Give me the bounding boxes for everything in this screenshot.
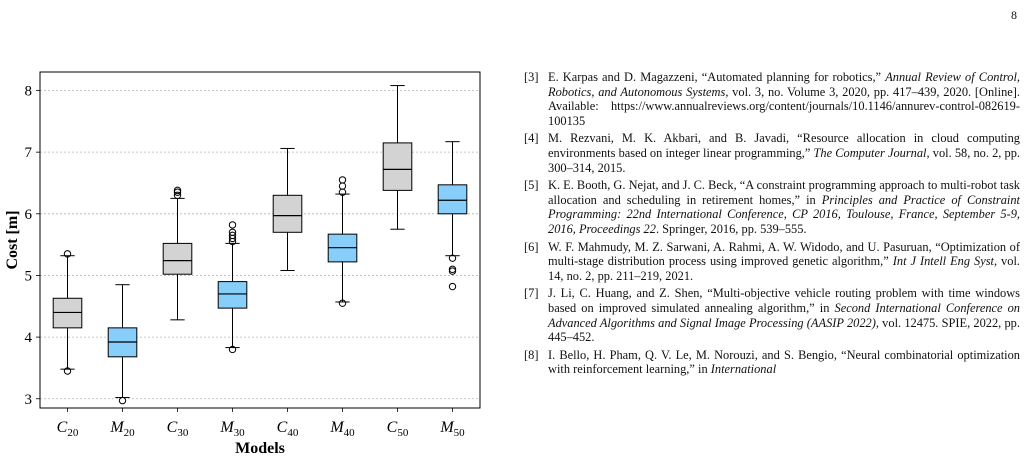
reference-venue: Second International Conference on Advan… <box>548 300 1020 330</box>
references-list: [3] E. Karpas and D. Magazzeni, “Automate… <box>524 70 1020 380</box>
outlier-point <box>228 228 237 236</box>
box-C40 <box>272 194 303 233</box>
y-tick-label: 4 <box>25 330 33 346</box>
box-M30 <box>217 281 248 309</box>
x-tick-label-base: C <box>57 419 68 436</box>
x-tick-label-subscript: 20 <box>67 427 79 439</box>
reference-segment: , vol. 14, no. 2, pp. 211–219, 2021. <box>548 254 1020 283</box>
reference-venue: Principles and Practice of Constraint Pr… <box>548 192 1020 236</box>
reference-number: [5] <box>524 178 539 193</box>
x-tick-label-subscript: 30 <box>177 427 189 439</box>
x-tick-label-subscript: 40 <box>287 427 299 439</box>
x-tick-label: C20 <box>57 419 79 439</box>
reference-segment: E. Karpas and D. Magazzeni, “Automated p… <box>548 70 886 84</box>
x-tick-label-base: M <box>439 419 455 436</box>
outlier-point <box>228 221 237 229</box>
reference-item: [4] M. Rezvani, M. K. Akbari, and B. Java… <box>524 131 1020 175</box>
reference-segment: J. Li, C. Huang, and Z. Shen, “Multi-obj… <box>548 286 1020 315</box>
reference-text: K. E. Booth, G. Nejat, and J. C. Beck, “… <box>548 178 1020 236</box>
reference-venue: Int J Intell Eng Syst <box>892 254 994 269</box>
reference-venue: International <box>710 362 777 377</box>
reference-venue: The Computer Journal <box>813 145 927 160</box>
reference-segment: , vol. 58, no. 2, pp. 300–314, 2015. <box>548 145 1020 175</box>
reference-text: I. Bello, H. Pham, Q. V. Le, M. Norouzi,… <box>548 348 1020 377</box>
reference-item: [8] I. Bello, H. Pham, Q. V. Le, M. Norou… <box>524 348 1020 377</box>
reference-segment: K. E. Booth, G. Nejat, and J. C. Beck, “… <box>548 178 1020 207</box>
y-tick-label: 3 <box>25 392 33 408</box>
plot-frame <box>39 71 481 409</box>
outlier-point <box>63 250 72 258</box>
reference-item: [3] E. Karpas and D. Magazzeni, “Automate… <box>524 70 1020 128</box>
reference-number: [6] <box>524 239 539 254</box>
x-tick-label-subscript: 20 <box>124 427 136 439</box>
x-tick-label: M40 <box>329 419 355 439</box>
x-axis-label: Models <box>235 440 285 457</box>
x-tick-label: M50 <box>439 419 465 439</box>
box-M50 <box>437 184 468 215</box>
outlier-point <box>118 396 127 405</box>
reference-segment: . Springer, 2016, pp. 539–555. <box>655 221 807 236</box>
boxplot-figure: 3 4 5 6 7 8 C20 M20 C30 M30 C40 M40 C50 M50 Models Cost… <box>0 62 490 472</box>
outlier-point <box>338 299 347 307</box>
box-C30 <box>162 242 193 275</box>
outlier-point <box>448 254 457 262</box>
x-tick-label-base: C <box>277 419 288 436</box>
y-tick-label: 6 <box>25 207 33 223</box>
y-tick-label: 5 <box>25 268 33 284</box>
x-tick-label-subscript: 50 <box>397 427 409 439</box>
outlier-point <box>173 191 182 200</box>
reference-number: [8] <box>524 347 539 362</box>
reference-text: W. F. Mahmudy, M. Z. Sarwani, A. Rahmi, … <box>548 240 1020 284</box>
reference-text: M. Rezvani, M. K. Akbari, and B. Javadi,… <box>548 131 1020 175</box>
outlier-point <box>63 367 72 375</box>
box-C20 <box>52 297 83 329</box>
reference-item: [6] W. F. Mahmudy, M. Z. Sarwani, A. Rahm… <box>524 240 1020 284</box>
x-tick-label: C40 <box>277 419 299 439</box>
reference-text: E. Karpas and D. Magazzeni, “Automated p… <box>548 70 1020 128</box>
x-tick-label-base: C <box>167 419 178 436</box>
x-tick-label: M20 <box>109 419 135 439</box>
x-tick-label-subscript: 40 <box>344 427 356 439</box>
x-tick-label-base: M <box>219 419 235 436</box>
x-tick-label-base: M <box>329 419 345 436</box>
outlier-point <box>173 186 182 195</box>
x-tick-label-subscript: 30 <box>234 427 246 439</box>
reference-segment: M. Rezvani, M. K. Akbari, and B. Javadi,… <box>548 131 1020 160</box>
box-C50 <box>382 142 413 191</box>
reference-item: [5] K. E. Booth, G. Nejat, and J. C. Beck… <box>524 178 1020 236</box>
y-axis-label: Cost [m] <box>4 210 21 269</box>
reference-segment: , vol. 12475. SPIE, 2022, pp. 445–452. <box>548 315 1020 345</box>
reference-segment: , vol. 3, no. Volume 3, 2020, pp. 417–43… <box>548 84 1020 128</box>
reference-segment: W. F. Mahmudy, M. Z. Sarwani, A. Rahmi, … <box>548 239 1020 269</box>
reference-number: [3] <box>524 70 539 84</box>
outlier-point <box>228 345 237 354</box>
y-tick-label: 7 <box>25 145 33 161</box>
page-number: 8 <box>1011 8 1017 22</box>
outlier-point <box>228 231 237 240</box>
outlier-point <box>338 182 347 190</box>
outlier-point <box>448 282 457 291</box>
x-tick-label-subscript: 50 <box>454 427 466 439</box>
x-tick-label: C30 <box>167 419 189 439</box>
reference-item: [7] J. Li, C. Huang, and Z. Shen, “Multi-… <box>524 286 1020 344</box>
reference-number: [4] <box>524 131 539 146</box>
x-tick-label: C50 <box>387 419 409 439</box>
reference-segment: I. Bello, H. Pham, Q. V. Le, M. Norouzi,… <box>548 347 1020 377</box>
outlier-point <box>338 176 347 184</box>
x-tick-label-base: C <box>387 419 398 436</box>
reference-number: [7] <box>524 286 539 301</box>
x-tick-label: M30 <box>219 419 245 439</box>
y-tick-label: 8 <box>25 83 33 99</box>
x-tick-label-base: M <box>109 419 125 436</box>
reference-text: J. Li, C. Huang, and Z. Shen, “Multi-obj… <box>548 286 1020 344</box>
outlier-point <box>448 267 457 275</box>
reference-venue: Annual Review of Control, Robotics, and … <box>548 70 1020 99</box>
